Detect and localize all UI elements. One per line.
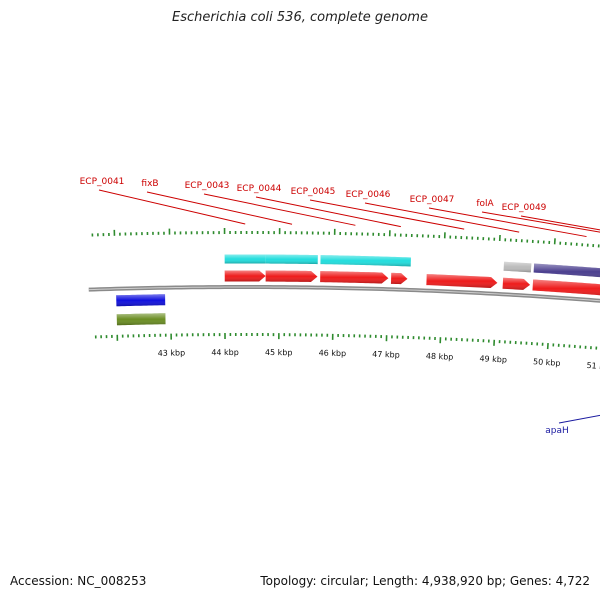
label-leader-line bbox=[203, 193, 356, 226]
gene-label: folA bbox=[476, 199, 494, 209]
label-leader-line bbox=[428, 207, 587, 238]
gene-label: ECP_0045 bbox=[291, 187, 336, 197]
gene-shading bbox=[265, 254, 318, 265]
gene-label: ECP_0044 bbox=[237, 184, 282, 194]
label-leader-line bbox=[146, 191, 293, 225]
gene-feature[interactable] bbox=[320, 255, 411, 267]
gene-feature[interactable] bbox=[265, 270, 318, 282]
gene-shading bbox=[502, 277, 531, 290]
map-title: Escherichia coli 536, complete genome bbox=[172, 10, 428, 25]
label-leader-line bbox=[520, 215, 600, 231]
tick-label: 47 kbp bbox=[372, 350, 400, 360]
gene-label-group: ECP_0043 bbox=[185, 181, 356, 226]
gene-label: apaH bbox=[545, 426, 569, 436]
tick-label: 50 kbp bbox=[533, 357, 561, 368]
gene-feature[interactable] bbox=[533, 263, 600, 280]
gene-label: ECP_0043 bbox=[185, 181, 230, 191]
gene-label-group: fixB bbox=[141, 179, 293, 225]
gene-label: ECP_0047 bbox=[410, 195, 455, 205]
gene-shading bbox=[320, 255, 411, 267]
gene-shading bbox=[320, 271, 389, 284]
tick-label: 48 kbp bbox=[426, 352, 454, 362]
gene-shading bbox=[426, 274, 498, 289]
gene-label: ECP_0049 bbox=[502, 203, 547, 213]
backbone-highlight bbox=[88, 286, 600, 302]
gene-label-group: ECP_0046 bbox=[346, 190, 520, 233]
label-leader-line bbox=[98, 189, 246, 225]
tick-label: 49 kbp bbox=[479, 354, 507, 364]
gene-feature[interactable] bbox=[320, 271, 389, 284]
gene-shading bbox=[390, 272, 408, 285]
gene-label-group: folA bbox=[476, 199, 600, 233]
gene-shading bbox=[224, 254, 266, 264]
gene-label-group: ECP_0045 bbox=[291, 187, 465, 230]
gene-feature[interactable] bbox=[265, 254, 318, 265]
tick-label: 43 kbp bbox=[158, 348, 186, 357]
genome-backbone bbox=[88, 285, 600, 303]
gene-feature[interactable] bbox=[503, 261, 532, 273]
label-leader-line bbox=[364, 202, 520, 233]
tick-label: 44 kbp bbox=[211, 348, 239, 357]
tick-label: 45 kbp bbox=[265, 348, 293, 357]
tick-label: 46 kbp bbox=[319, 349, 347, 359]
gene-shading bbox=[265, 270, 318, 282]
gene-feature[interactable] bbox=[502, 277, 531, 290]
gene-label-group: ECP_0047 bbox=[410, 195, 587, 238]
gene-label-group: ECP_0049 bbox=[502, 203, 600, 231]
gene-label-group: apaH bbox=[545, 414, 600, 436]
gene-shading bbox=[224, 270, 266, 282]
gene-shading bbox=[116, 294, 166, 307]
gene-shading bbox=[116, 313, 166, 326]
gene-shading bbox=[533, 263, 600, 278]
gene-label: fixB bbox=[141, 179, 158, 189]
scale-ticks: 43 kbp 44 kbp 45 kbp 46 kbp 47 kbp 48 kbp 49 k… bbox=[91, 228, 600, 372]
gene-shading bbox=[503, 261, 532, 273]
genome-summary: Topology: circular; Length: 4,938,920 bp… bbox=[260, 574, 590, 588]
tick-label: 51 kbp bbox=[586, 361, 600, 372]
label-leader-line bbox=[558, 414, 600, 424]
gene-shading bbox=[532, 279, 600, 296]
gene-feature[interactable] bbox=[116, 313, 166, 326]
gene-label: ECP_0046 bbox=[346, 190, 391, 200]
gene-feature[interactable] bbox=[532, 279, 600, 298]
gene-label-group: ECP_0044 bbox=[237, 184, 401, 228]
gene-feature[interactable] bbox=[224, 254, 266, 264]
gene-feature[interactable] bbox=[426, 274, 498, 289]
gene-labels: ECP_0041 fixB ECP_0043 ECP_0044 ECP_0045 ECP_… bbox=[80, 177, 600, 436]
label-leader-line bbox=[309, 199, 465, 230]
accession-text: Accession: NC_008253 bbox=[10, 574, 147, 588]
label-leader-line bbox=[255, 196, 401, 228]
gene-feature[interactable] bbox=[116, 294, 166, 307]
gene-feature[interactable] bbox=[390, 272, 408, 285]
gene-feature[interactable] bbox=[224, 270, 266, 282]
gene-features bbox=[116, 254, 600, 326]
label-leader-line bbox=[481, 211, 600, 233]
gene-label: ECP_0041 bbox=[80, 177, 125, 187]
gene-label-group: ECP_0041 bbox=[80, 177, 246, 225]
